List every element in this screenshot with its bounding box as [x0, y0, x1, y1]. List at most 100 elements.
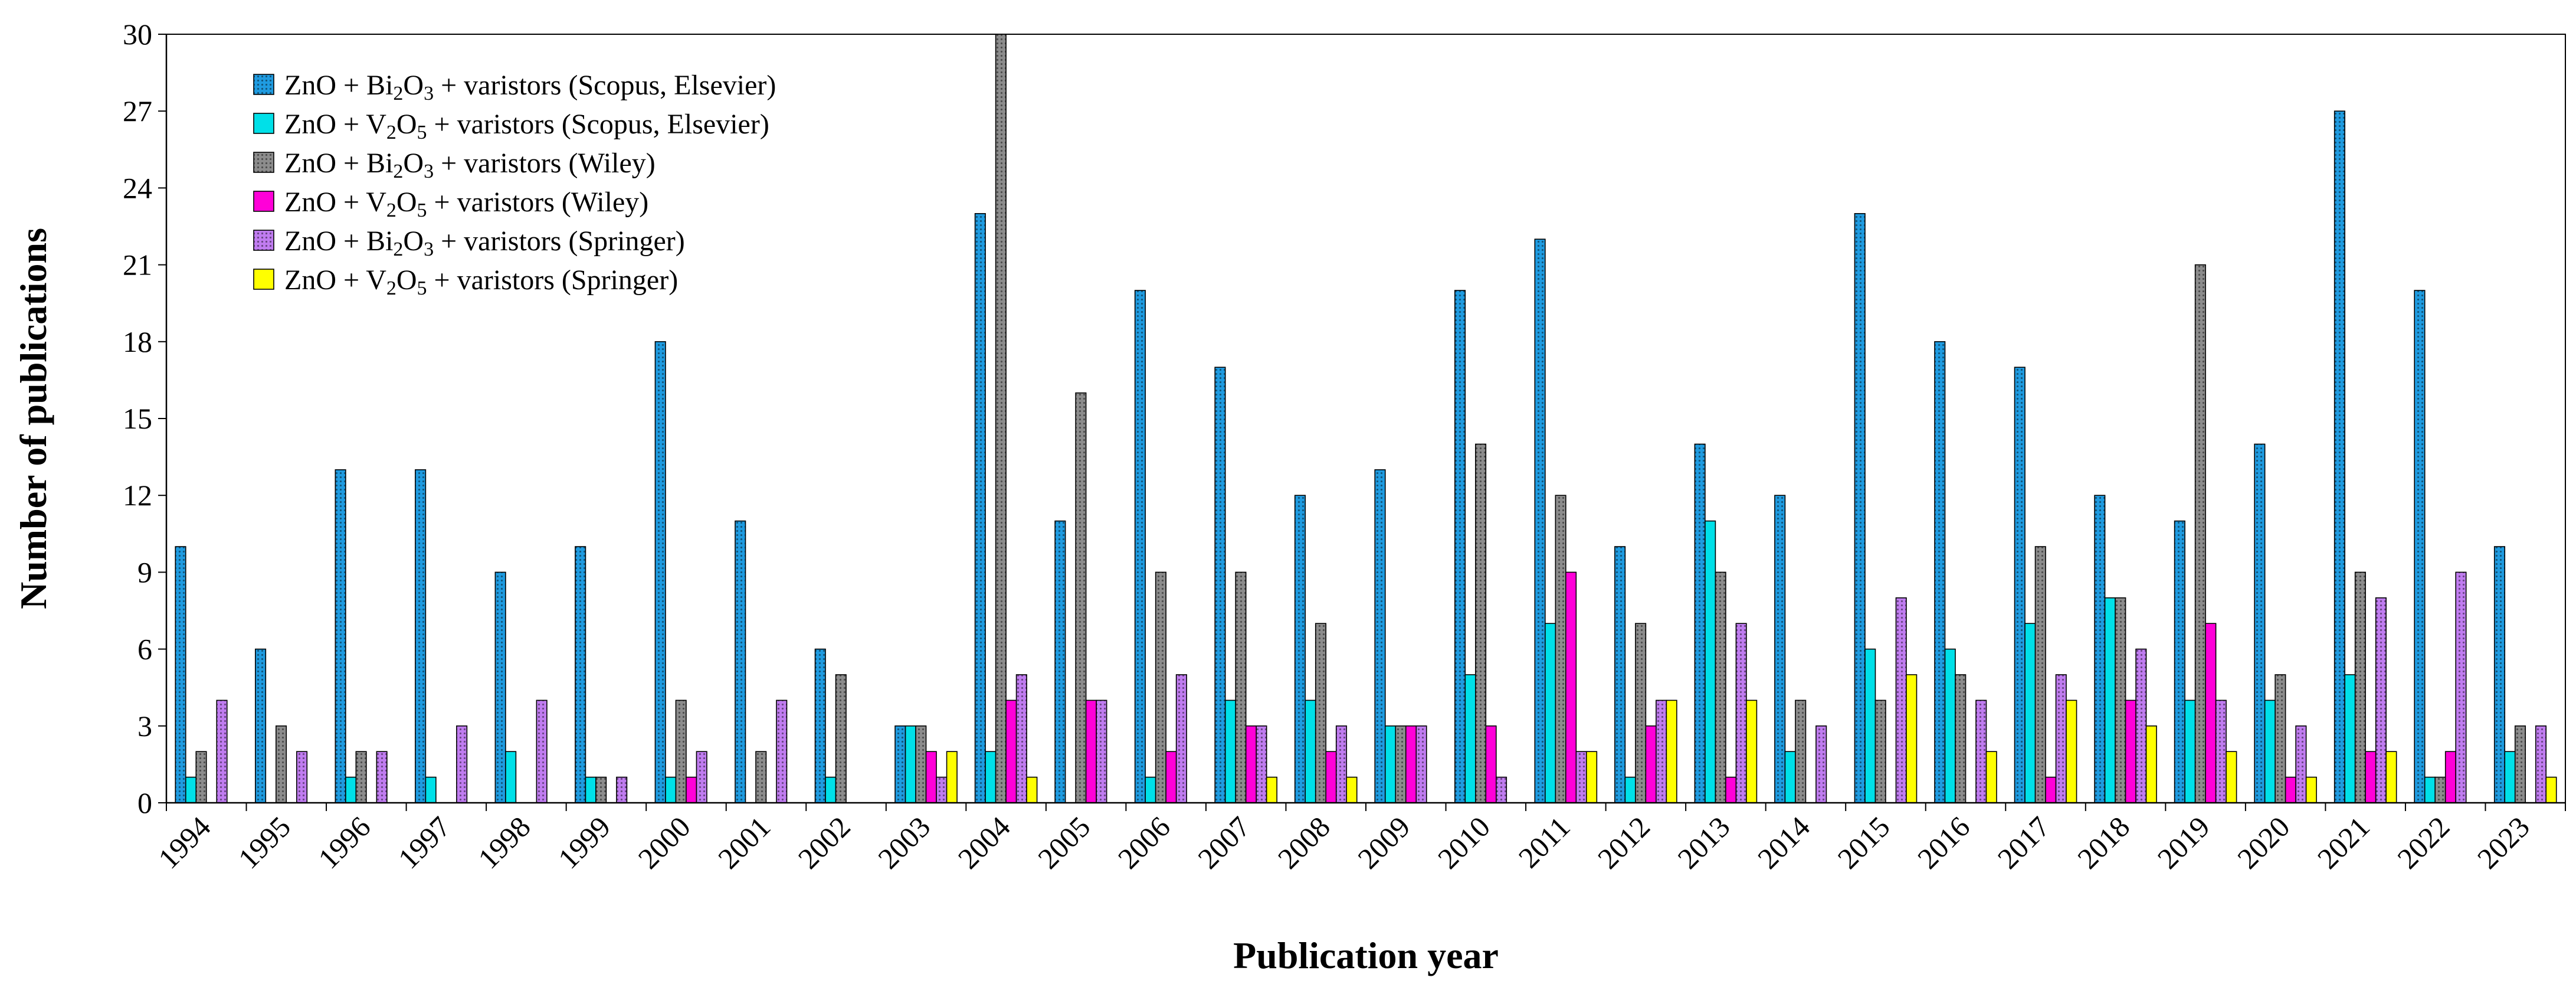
- bar-2007-series-6: [1266, 776, 1277, 803]
- y-tick-label: 15: [123, 402, 152, 435]
- bar-2020-series-6: [2305, 776, 2317, 803]
- bar-2004-series-6: [1026, 776, 1038, 803]
- bar-2023-series-3: [2514, 725, 2526, 803]
- bar-2015-series-1: [1854, 213, 1866, 803]
- bar-2010-series-4: [1485, 725, 1497, 803]
- bar-fill: [2545, 776, 2557, 803]
- bar-texture: [1475, 444, 1486, 803]
- bar-2006-series-2: [1145, 776, 1156, 803]
- x-tick-label: 2023: [2471, 810, 2536, 875]
- bar-fill: [2385, 751, 2397, 803]
- bar-fill: [1266, 776, 1277, 803]
- bar-2008-series-2: [1305, 699, 1316, 803]
- bar-texture: [735, 521, 746, 803]
- legend-text-part: O: [396, 264, 417, 296]
- bar-texture: [1416, 725, 1427, 803]
- legend-subscript: 2: [386, 277, 396, 299]
- bar-2021-series-5: [2375, 597, 2387, 803]
- bar-texture: [2014, 367, 2026, 803]
- bar-2021-series-1: [2334, 110, 2345, 803]
- bar-2022-series-5: [2455, 571, 2467, 803]
- legend-subscript: 5: [417, 122, 427, 143]
- legend-text-part: O: [403, 148, 424, 179]
- x-tick-label: 2014: [1751, 810, 1816, 875]
- bar-texture: [2375, 597, 2387, 803]
- bar-2011-series-6: [1586, 751, 1598, 803]
- bar-texture: [1795, 700, 1806, 803]
- legend-subscript: 2: [386, 122, 396, 143]
- legend-text-part: O: [403, 70, 424, 101]
- bar-texture: [1135, 290, 1146, 803]
- bar-2023-series-6: [2545, 776, 2557, 803]
- bar-2005-series-5: [1096, 699, 1107, 803]
- legend-text-part: O: [396, 187, 417, 218]
- bar-2021-series-4: [2365, 751, 2377, 803]
- bar-fill: [1624, 776, 1636, 803]
- legend-swatch-texture: [254, 74, 274, 94]
- bar-2011-series-5: [1575, 751, 1587, 803]
- bar-2003-series-3: [915, 725, 927, 803]
- bar-2019-series-2: [2184, 699, 2196, 803]
- plot-area: [166, 34, 2566, 803]
- bar-texture: [1875, 700, 1886, 803]
- bar-texture: [756, 751, 766, 803]
- x-tick-label: 2015: [1831, 810, 1896, 875]
- legend-subscript: 2: [386, 200, 396, 221]
- legend-text-part: ZnO + V: [284, 187, 386, 218]
- bar-texture: [1155, 572, 1166, 803]
- bar-1999-series-5: [616, 776, 628, 803]
- bar-texture: [1235, 572, 1246, 803]
- legend-item-2: ZnO + V2O5 + varistors (Scopus, Elsevier…: [253, 109, 769, 143]
- bar-fill: [2504, 751, 2516, 803]
- bar-texture: [575, 547, 586, 803]
- legend-swatch-texture: [254, 230, 274, 250]
- bar-texture: [1315, 623, 1326, 803]
- bar-2017-series-2: [2024, 623, 2036, 803]
- bar-texture: [916, 725, 926, 803]
- bar-fill: [2104, 597, 2116, 803]
- bar-2012-series-6: [1666, 699, 1677, 803]
- bar-fill: [2045, 776, 2057, 803]
- bar-2013-series-2: [1705, 520, 1716, 803]
- y-tick-label: 21: [123, 249, 152, 282]
- bar-2012-series-5: [1656, 699, 1667, 803]
- legend-label: ZnO + V2O5 + varistors (Springer): [284, 264, 678, 299]
- bar-2005-series-1: [1054, 520, 1066, 803]
- y-tick-label: 9: [137, 555, 152, 589]
- bar-2004-series-2: [985, 751, 997, 803]
- bar-2007-series-4: [1245, 725, 1257, 803]
- x-tick-label: 2011: [1512, 810, 1577, 874]
- x-tick-label: 2013: [1671, 810, 1736, 875]
- bar-fill: [1005, 699, 1017, 803]
- x-tick-label: 1998: [471, 810, 536, 875]
- bar-fill: [2125, 699, 2136, 803]
- y-tick-label: 3: [137, 710, 152, 743]
- bar-texture: [1256, 725, 1267, 803]
- bar-fill: [1645, 725, 1657, 803]
- bar-fill: [2285, 776, 2296, 803]
- bar-fill: [946, 751, 958, 803]
- bar-texture: [696, 751, 707, 803]
- bar-texture: [2296, 725, 2306, 803]
- legend-subscript: 2: [393, 238, 403, 260]
- bar-2018-series-2: [2104, 597, 2116, 803]
- x-tick-label: 2019: [2151, 810, 2216, 875]
- bar-fill: [1705, 520, 1716, 803]
- bar-1998-series-5: [536, 699, 548, 803]
- y-axis-title: Number of publications: [12, 228, 54, 609]
- bar-texture: [1375, 469, 1385, 803]
- bar-texture: [1576, 751, 1587, 803]
- bar-texture: [1555, 495, 1566, 803]
- bar-fill: [1245, 725, 1257, 803]
- legend-subscript: 5: [417, 277, 427, 299]
- x-tick-label: 1994: [152, 810, 217, 875]
- bar-texture: [1854, 213, 1865, 803]
- bar-texture: [936, 777, 947, 803]
- bar-texture: [895, 725, 906, 803]
- bar-2011-series-2: [1545, 623, 1556, 803]
- bar-1994-series-1: [175, 546, 186, 803]
- bar-2011-series-4: [1565, 571, 1577, 803]
- bar-texture: [2195, 264, 2206, 803]
- bar-2000-series-1: [654, 341, 666, 803]
- x-tick-label: 2009: [1351, 810, 1416, 875]
